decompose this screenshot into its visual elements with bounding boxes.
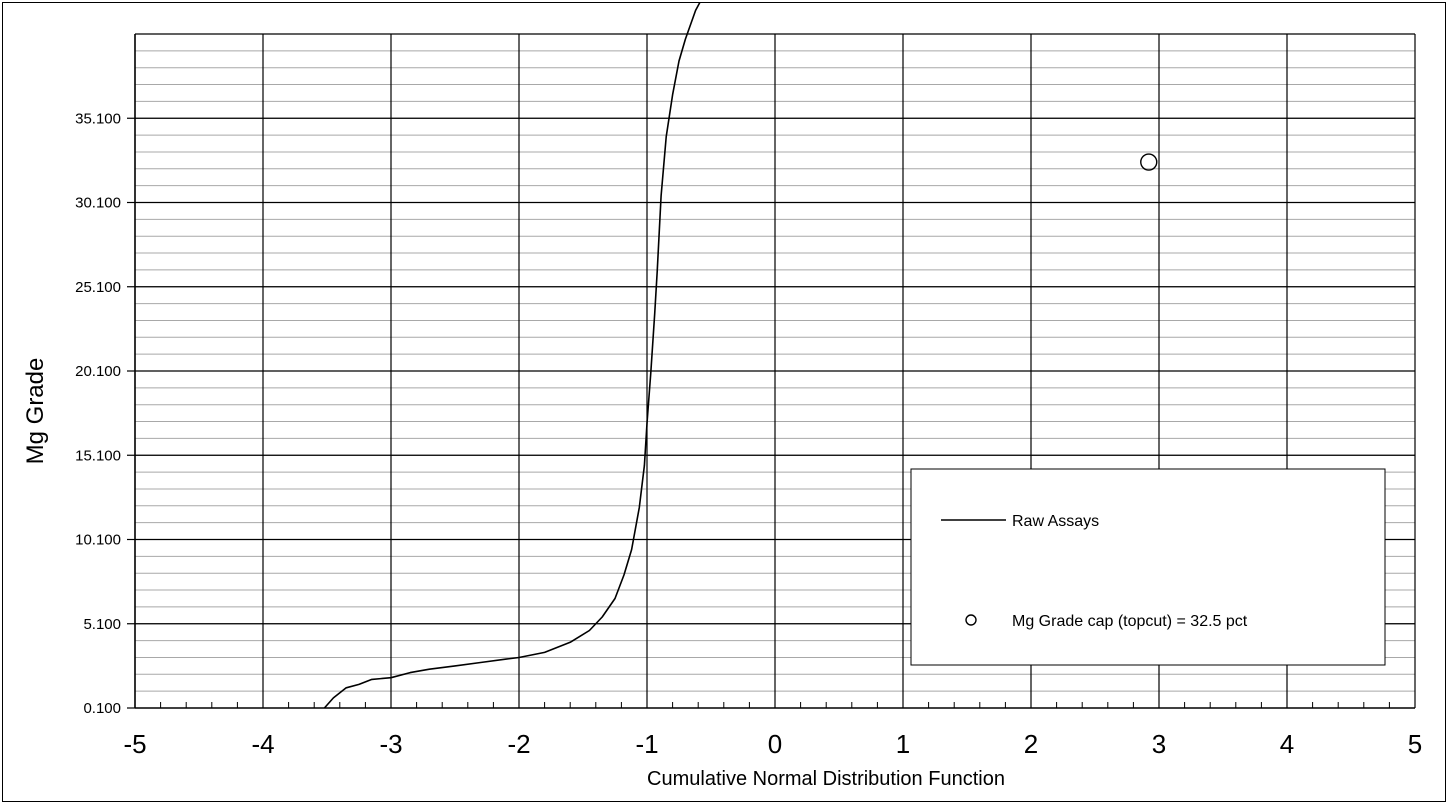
- x-tick-label: 5: [1408, 729, 1422, 759]
- y-tick-labels: 0.100 5.100 10.100 15.100 20.100 25.100 30.100…: [75, 110, 121, 717]
- y-tick-label: 35.100: [75, 110, 121, 127]
- axes: [127, 34, 1415, 709]
- marker-layer: [1140, 153, 1158, 171]
- y-tick-label: 25.100: [75, 279, 121, 296]
- x-tick-label: 3: [1152, 729, 1166, 759]
- series-line-raw-assays: [323, 3, 701, 709]
- x-tick-label: 1: [896, 729, 910, 759]
- y-tick-label: 5.100: [83, 616, 121, 633]
- x-tick-label: -3: [379, 729, 402, 759]
- y-tick-label: 30.100: [75, 195, 121, 212]
- x-tick-label: 0: [768, 729, 782, 759]
- x-tick-label: -1: [635, 729, 658, 759]
- x-tick-label: -5: [123, 729, 146, 759]
- y-tick-label: 15.100: [75, 447, 121, 464]
- legend-box: [910, 468, 1386, 666]
- series-layer: [323, 3, 701, 709]
- legend-label-raw-assays: Raw Assays: [1012, 513, 1099, 530]
- x-tick-label: 4: [1280, 729, 1294, 759]
- x-tick-label: -2: [507, 729, 530, 759]
- y-axis-label: Mg Grade: [22, 358, 49, 465]
- probability-plot: -5 -4 -3 -2 -1 0 1 2 3 4 5 0.100 5.100 10.100 15.100 2…: [22, 3, 1422, 790]
- y-tick-label: 0.100: [83, 700, 121, 717]
- x-tick-label: 2: [1024, 729, 1038, 759]
- legend-label-topcut: Mg Grade cap (topcut) = 32.5 pct: [1012, 613, 1248, 630]
- x-axis-label: Cumulative Normal Distribution Function: [647, 768, 1005, 790]
- topcut-marker: [1140, 153, 1158, 171]
- y-tick-label: 20.100: [75, 363, 121, 380]
- legend-marker-swatch: [965, 614, 977, 626]
- x-tick-labels: -5 -4 -3 -2 -1 0 1 2 3 4 5: [123, 729, 1422, 759]
- legend: Raw Assays Mg Grade cap (topcut) = 32.5 …: [910, 468, 1386, 666]
- y-tick-label: 10.100: [75, 532, 121, 549]
- x-tick-label: -4: [251, 729, 274, 759]
